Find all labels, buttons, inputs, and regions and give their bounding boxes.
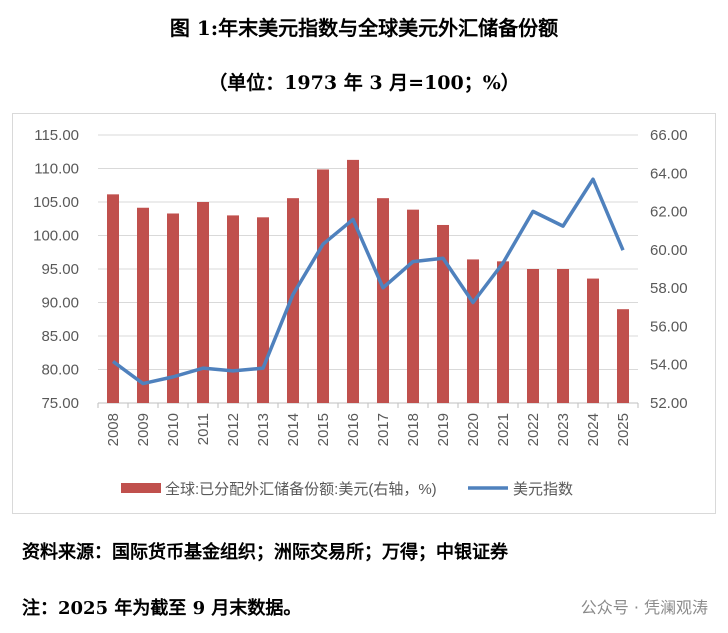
bar <box>527 269 539 403</box>
x-tick-label: 2025 <box>615 413 632 446</box>
bar <box>137 207 149 403</box>
x-tick-label: 2011 <box>195 413 212 445</box>
right-tick-label: 56.00 <box>650 318 688 335</box>
right-tick-label: 62.00 <box>650 204 688 221</box>
bar <box>167 213 179 403</box>
x-tick-label: 2019 <box>435 413 452 446</box>
bar <box>587 278 599 403</box>
bar <box>407 209 419 403</box>
right-tick-label: 58.00 <box>650 280 688 297</box>
bar <box>317 169 329 403</box>
chart-title: 图 1:年末美元指数与全球美元外汇储备份额 <box>169 16 559 40</box>
x-tick-label: 2021 <box>495 413 512 446</box>
right-tick-label: 60.00 <box>650 242 688 259</box>
legend-bar-label: 全球:已分配外汇储备份额:美元(右轴，%) <box>165 480 437 498</box>
note-text: 注：2025 年为截至 9 月末数据。 <box>22 598 302 619</box>
left-tick-label: 90.00 <box>41 295 79 312</box>
x-tick-label: 2010 <box>165 413 182 446</box>
bar <box>227 215 239 403</box>
left-tick-label: 100.00 <box>33 228 79 245</box>
x-tick-label: 2014 <box>285 413 302 446</box>
x-tick-label: 2018 <box>405 413 422 446</box>
bar <box>347 159 359 403</box>
legend-line-label: 美元指数 <box>513 481 573 498</box>
line-series <box>111 177 625 386</box>
left-tick-label: 115.00 <box>34 127 79 144</box>
right-tick-label: 66.00 <box>650 127 688 144</box>
bar <box>497 261 509 403</box>
left-tick-label: 105.00 <box>33 194 79 211</box>
watermark: 公众号 · 凭澜观涛 <box>580 598 708 617</box>
bar <box>617 309 629 403</box>
x-tick-label: 2022 <box>525 413 542 446</box>
chart-subtitle: （单位：1973 年 3 月=100；%） <box>208 72 520 94</box>
bar <box>197 202 209 403</box>
chart-svg: 75.00 80.00 85.00 90.00 95.00 100.00 105.00 110… <box>33 127 688 498</box>
right-tick-label: 54.00 <box>650 357 688 374</box>
right-tick-label: 52.00 <box>650 395 688 412</box>
right-tick-label: 64.00 <box>650 165 688 182</box>
left-tick-label: 85.00 <box>41 328 79 345</box>
x-tick-label: 2020 <box>465 413 482 446</box>
chart-area: 75.00 80.00 85.00 90.00 95.00 100.00 105.00 110… <box>12 113 716 514</box>
x-tick-label: 2012 <box>225 413 242 446</box>
x-tick-label: 2013 <box>255 413 272 446</box>
bar <box>377 198 389 403</box>
source-text: 资料来源：国际货币基金组织；洲际交易所；万得；中银证券 <box>22 542 508 563</box>
x-tick-label: 2009 <box>135 413 152 446</box>
bar <box>257 217 269 403</box>
x-tick-label: 2023 <box>555 413 572 446</box>
bar <box>107 194 119 403</box>
legend-bar-swatch <box>121 483 161 493</box>
left-tick-label: 95.00 <box>41 261 79 278</box>
bar <box>437 224 449 403</box>
x-tick-label: 2017 <box>375 413 392 446</box>
bar <box>287 198 299 403</box>
left-tick-label: 80.00 <box>41 362 79 379</box>
left-tick-label: 110.00 <box>34 161 79 178</box>
x-tick-label: 2024 <box>585 413 602 446</box>
bar <box>557 269 569 403</box>
bar <box>467 259 479 403</box>
left-tick-label: 75.00 <box>41 395 79 412</box>
x-tick-label: 2008 <box>105 413 122 446</box>
x-tick-label: 2015 <box>315 413 332 446</box>
x-tick-label: 2016 <box>345 413 362 446</box>
